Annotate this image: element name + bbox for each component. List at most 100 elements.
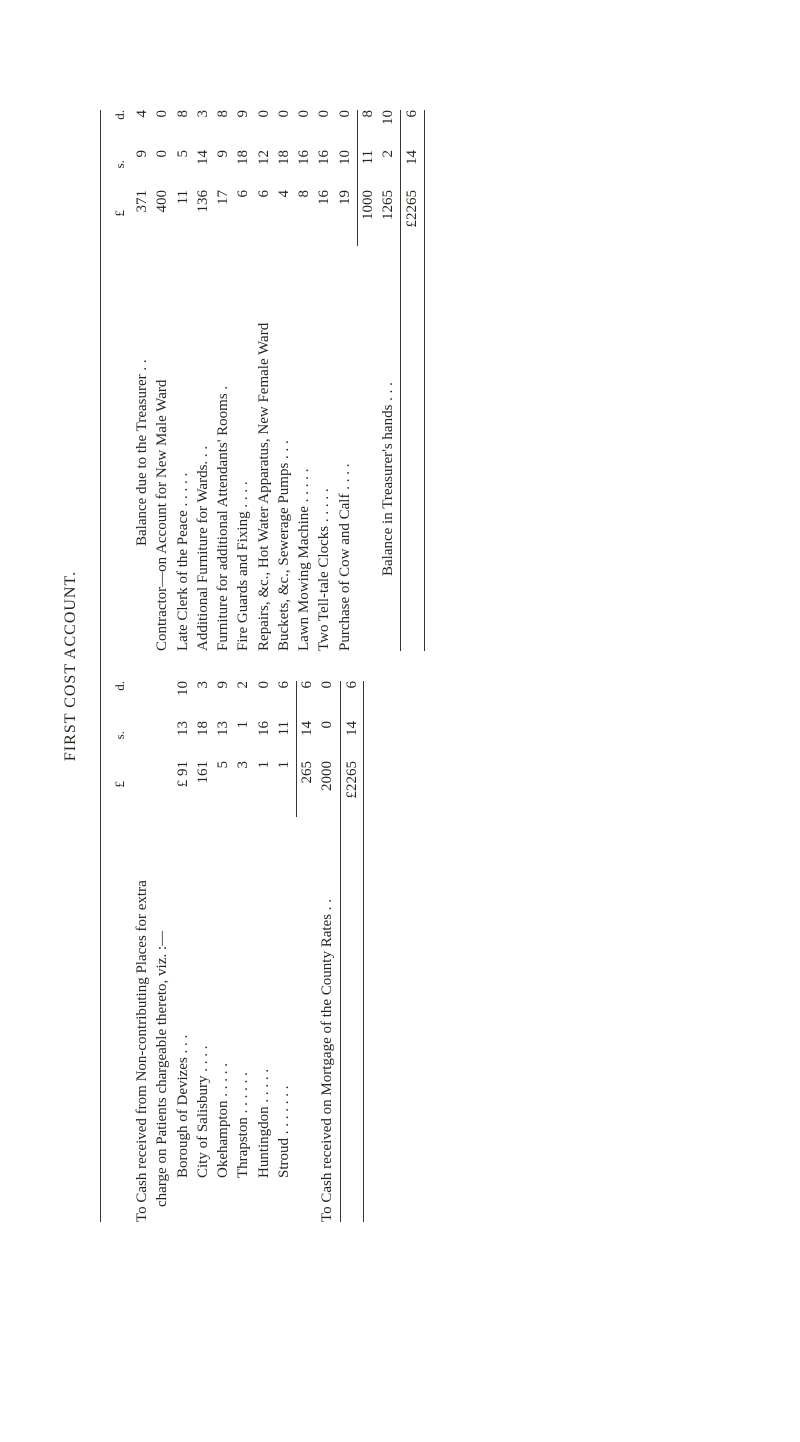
- val-p: 371: [132, 190, 152, 238]
- table-row: Late Clerk of the Peace . . . . .1158: [173, 110, 193, 651]
- val-s: 0: [152, 150, 172, 190]
- val-s: 18: [274, 150, 294, 190]
- text: To Cash received on Mortgage of the Coun…: [317, 809, 337, 1222]
- val-d: 0: [274, 110, 294, 150]
- text: charge on Patients chargeable thereto, v…: [152, 681, 172, 1222]
- val-s: 18: [193, 721, 213, 761]
- val-d: 0: [152, 110, 172, 150]
- text: Balance due to the Treasurer . .: [132, 238, 152, 651]
- val-p: 161: [193, 761, 213, 809]
- val-p: 4: [274, 190, 294, 238]
- col-d: d.: [111, 110, 129, 150]
- val-p: 2000: [317, 761, 337, 809]
- val-d: 8: [173, 110, 193, 150]
- table-row: Additional Furniture for Wards. . .13614…: [193, 110, 213, 651]
- val-s: 10: [335, 150, 355, 190]
- val-d: 0: [294, 110, 314, 150]
- left-mortgage: To Cash received on Mortgage of the Coun…: [317, 681, 337, 1222]
- text: City of Salisbury . . . .: [193, 809, 213, 1222]
- text: Purchase of Cow and Calf . . . .: [335, 238, 355, 651]
- val-d: 0: [254, 681, 274, 721]
- rule-top: [100, 110, 101, 1222]
- col-d: d.: [111, 681, 129, 721]
- val-d: 3: [193, 681, 213, 721]
- val-p: £2265: [402, 190, 422, 238]
- val-d: 9: [213, 681, 233, 721]
- val-p: 5: [213, 761, 233, 809]
- table-row: Borough of Devizes . . .£ 911310: [173, 681, 193, 1222]
- left-intro2: charge on Patients chargeable thereto, v…: [152, 681, 172, 1222]
- val-s: 13: [173, 721, 193, 761]
- table-row: Furniture for additional Attendants' Roo…: [213, 110, 233, 651]
- val-s: 5: [173, 150, 193, 190]
- text: Furniture for additional Attendants' Roo…: [213, 238, 233, 651]
- col-p: £: [111, 781, 129, 829]
- val-d: 6: [342, 681, 362, 721]
- text: Additional Furniture for Wards. . .: [193, 238, 213, 651]
- val-p: 1265: [378, 190, 398, 238]
- text: Contractor—on Account for New Male Ward: [152, 238, 172, 651]
- val-d: 4: [132, 110, 152, 150]
- col-s: s.: [111, 160, 129, 200]
- val-s: 16: [254, 721, 274, 761]
- table-row: Buckets, &c., Sewerage Pumps . . .4180: [274, 110, 294, 651]
- val-p: 136: [193, 190, 213, 238]
- val-s: 9: [213, 150, 233, 190]
- ledger: £ s. d. To Cash received from Non-contri…: [111, 110, 425, 1222]
- val-p: 16: [314, 190, 334, 238]
- val-s: 0: [317, 721, 337, 761]
- val-s: 14: [342, 721, 362, 761]
- val-s: 18: [233, 150, 253, 190]
- text: Huntingdon . . . . .: [254, 809, 274, 1222]
- table-row: Stroud . . . . . . .1116: [274, 681, 294, 1222]
- table-row: Purchase of Cow and Calf . . . .19100: [335, 110, 355, 651]
- val-d: 6: [274, 681, 294, 721]
- val-p: 11: [173, 190, 193, 238]
- table-row: Two Tell-tale Clocks . . . . .16160: [314, 110, 334, 651]
- right-subtotal-1: 1000 11 8: [358, 110, 378, 651]
- text: Okehampton . . . . .: [213, 809, 233, 1222]
- val-d: 2: [233, 681, 253, 721]
- text: Buckets, &c., Sewerage Pumps . . .: [274, 238, 294, 651]
- val-p: 19: [335, 190, 355, 238]
- left-col-head: £ s. d.: [111, 681, 129, 1222]
- right-total: £2265 14 6: [400, 110, 424, 651]
- col-s: s.: [111, 731, 129, 771]
- text: To Cash received from Non-contributing P…: [132, 681, 152, 1222]
- val-d: 3: [193, 110, 213, 150]
- val-s: 11: [358, 150, 378, 190]
- val-p: 8: [294, 190, 314, 238]
- text: Late Clerk of the Peace . . . . .: [173, 238, 193, 651]
- val-s: 2: [378, 150, 398, 190]
- val-s: 13: [213, 721, 233, 761]
- left-intro1: To Cash received from Non-contributing P…: [132, 681, 152, 1222]
- table-row: City of Salisbury . . . .161183: [193, 681, 213, 1222]
- text: Thrapston . . . . . .: [233, 809, 253, 1222]
- table-row: Huntingdon . . . . .1160: [254, 681, 274, 1222]
- val-d: 0: [317, 681, 337, 721]
- left-total: £2265 14 6: [340, 681, 364, 1222]
- val-s: 14: [402, 150, 422, 190]
- val-p: 6: [254, 190, 274, 238]
- val-d: 6: [402, 110, 422, 150]
- val-d: 0: [335, 110, 355, 150]
- text: Fire Guards and Fixing . . . .: [233, 238, 253, 651]
- page-title: FIRST COST ACCOUNT.: [60, 110, 82, 1222]
- right-half: £ s. d. Balance due to the Treasurer . .…: [111, 110, 425, 651]
- table-row: Repairs, &c., Hot Water Apparatus, New F…: [254, 110, 274, 651]
- val-d: 10: [378, 110, 398, 150]
- val-d: 8: [358, 110, 378, 150]
- val-s: 14: [297, 721, 317, 761]
- val-d: 9: [233, 110, 253, 150]
- text: Repairs, &c., Hot Water Apparatus, New F…: [254, 238, 274, 651]
- val-p: 400: [152, 190, 172, 238]
- val-p: 6: [233, 190, 253, 238]
- left-subtotal: 265 14 6: [297, 681, 317, 1222]
- col-p: £: [111, 210, 129, 258]
- table-row: Thrapston . . . . . .312: [233, 681, 253, 1222]
- val-p: 1: [274, 761, 294, 809]
- table-row: Okehampton . . . . .5139: [213, 681, 233, 1222]
- table-row: Fire Guards and Fixing . . . .6189: [233, 110, 253, 651]
- val-p: £ 91: [173, 761, 193, 809]
- val-d: 10: [173, 681, 193, 721]
